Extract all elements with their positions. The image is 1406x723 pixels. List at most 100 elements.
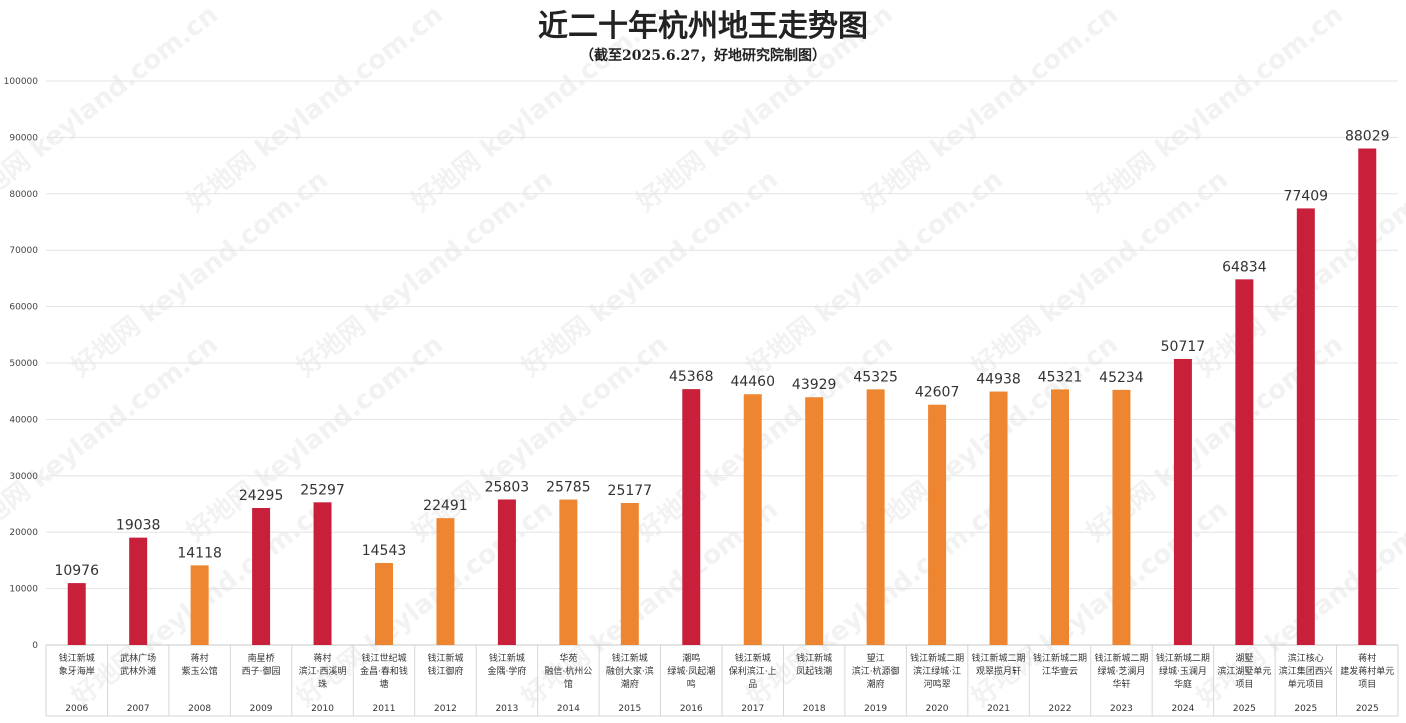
category-label: 潮府 (621, 678, 639, 690)
year-label: 2009 (250, 704, 273, 714)
year-label: 2024 (1171, 704, 1194, 714)
data-label: 88029 (1345, 129, 1390, 145)
category-label: 钱江新城二期 (1033, 652, 1087, 664)
category-label: 蒋村 (191, 652, 209, 664)
chart-subtitle: （截至2025.6.27，好地研究院制图） (580, 47, 826, 64)
category-label: 建发蒋村单元 (1340, 665, 1394, 677)
year-label: 2015 (618, 704, 641, 714)
bar-2025-20 (1296, 208, 1315, 645)
category-label: 滨江·杭源御 (852, 665, 900, 677)
y-tick-label: 70000 (9, 246, 38, 256)
bar-2020-14 (928, 404, 947, 645)
category-label: 滨江核心 (1288, 652, 1324, 664)
year-label: 2025 (1294, 704, 1317, 714)
bar-2013-7 (497, 499, 516, 645)
y-tick-label: 100000 (4, 77, 39, 87)
data-label: 43929 (792, 377, 837, 393)
category-label: 融创大家·滨 (606, 665, 654, 677)
bar-2015-9 (620, 503, 639, 645)
category-label: 绿城·玉澜月 (1159, 665, 1207, 677)
y-tick-label: 20000 (9, 528, 38, 538)
data-label: 22491 (423, 498, 468, 514)
year-label: 2006 (65, 704, 88, 714)
year-label: 2019 (864, 704, 887, 714)
category-label: 潮府 (867, 678, 885, 690)
data-label: 25177 (608, 483, 653, 499)
y-tick-label: 40000 (9, 415, 38, 425)
data-label: 45325 (853, 369, 898, 385)
category-label: 项目 (1358, 679, 1376, 690)
bar-2025-21 (1358, 148, 1377, 646)
category-label: 蒋村 (314, 652, 332, 664)
y-tick-label: 50000 (9, 359, 38, 369)
category-label: 滨江绿城·江 (913, 665, 961, 677)
year-label: 2017 (741, 704, 764, 714)
bar-2022-16 (1051, 389, 1069, 645)
chart-title: 近二十年杭州地王走势图 (538, 9, 868, 44)
category-label: 滨江·西溪明 (299, 665, 347, 677)
category-label: 河鸣翠 (924, 678, 951, 690)
data-label: 45234 (1099, 370, 1144, 386)
category-label: 望江 (867, 652, 885, 664)
bar-2009-3 (252, 507, 271, 645)
year-label: 2025 (1233, 704, 1256, 714)
category-label: 钱江新城二期 (1156, 652, 1210, 664)
category-label: 华轩 (1112, 678, 1130, 690)
category-label: 钱江新城 (489, 652, 525, 664)
year-label: 2022 (1049, 704, 1072, 714)
category-label: 融信·杭州公 (544, 665, 592, 677)
category-label: 金昌·春和钱 (360, 665, 408, 677)
data-label: 14118 (177, 545, 222, 561)
category-label: 钱江御府 (427, 665, 463, 677)
bars (67, 148, 1377, 646)
category-label: 鸣 (687, 678, 696, 690)
data-labels: 10976 19038 14118 24295 25297 14543 22491 25803… (54, 129, 1389, 580)
category-label: 钱江新城 (796, 652, 832, 664)
category-label: 珠 (318, 678, 327, 690)
category-label: 华苑 (559, 652, 577, 664)
year-label: 2020 (926, 704, 949, 714)
data-label: 50717 (1161, 339, 1206, 355)
data-label: 42607 (915, 385, 960, 401)
y-tick-label: 30000 (9, 472, 38, 482)
category-label: 湖墅 (1235, 653, 1253, 664)
year-label: 2014 (557, 704, 580, 714)
category-label: 滨江湖墅单元 (1217, 665, 1271, 677)
y-tick-label: 80000 (9, 190, 38, 200)
bar-2021-15 (989, 391, 1008, 645)
category-label: 绿城·芝澜月 (1098, 665, 1146, 677)
data-label: 19038 (116, 518, 161, 534)
year-label: 2011 (373, 704, 396, 714)
data-label: 24295 (239, 488, 284, 504)
category-label: 品 (748, 679, 757, 690)
category-label: 潮鸣 (682, 652, 700, 664)
gridlines (46, 80, 1398, 646)
bar-2016-10 (682, 389, 701, 645)
data-label: 44938 (976, 372, 1021, 388)
category-label: 钱江新城 (59, 652, 95, 664)
category-label: 象牙海岸 (59, 665, 95, 677)
data-label: 45321 (1038, 369, 1083, 385)
y-tick-label: 60000 (9, 303, 38, 313)
category-label: 钱江新城二期 (910, 652, 964, 664)
bar-2019-13 (866, 389, 885, 645)
year-label: 2023 (1110, 704, 1133, 714)
category-label: 金隅·学府 (487, 665, 526, 677)
bar-2010-4 (313, 502, 332, 645)
y-axis: 0 10000 20000 30000 40000 50000 60000 70000 8000… (4, 77, 39, 651)
data-label: 25803 (485, 479, 530, 495)
year-label: 2021 (987, 704, 1010, 714)
data-label: 10976 (54, 563, 99, 579)
year-label: 2010 (311, 704, 334, 714)
category-label: 武林广场 (120, 652, 156, 664)
year-label: 2018 (803, 704, 826, 714)
category-label: 塘 (379, 678, 388, 690)
category-label: 紫玉公馆 (182, 665, 218, 677)
data-label: 77409 (1284, 188, 1329, 204)
bar-2025-19 (1235, 279, 1254, 645)
category-label: 滨江集团西兴 (1279, 665, 1333, 677)
category-label: 南星桥 (248, 652, 275, 664)
